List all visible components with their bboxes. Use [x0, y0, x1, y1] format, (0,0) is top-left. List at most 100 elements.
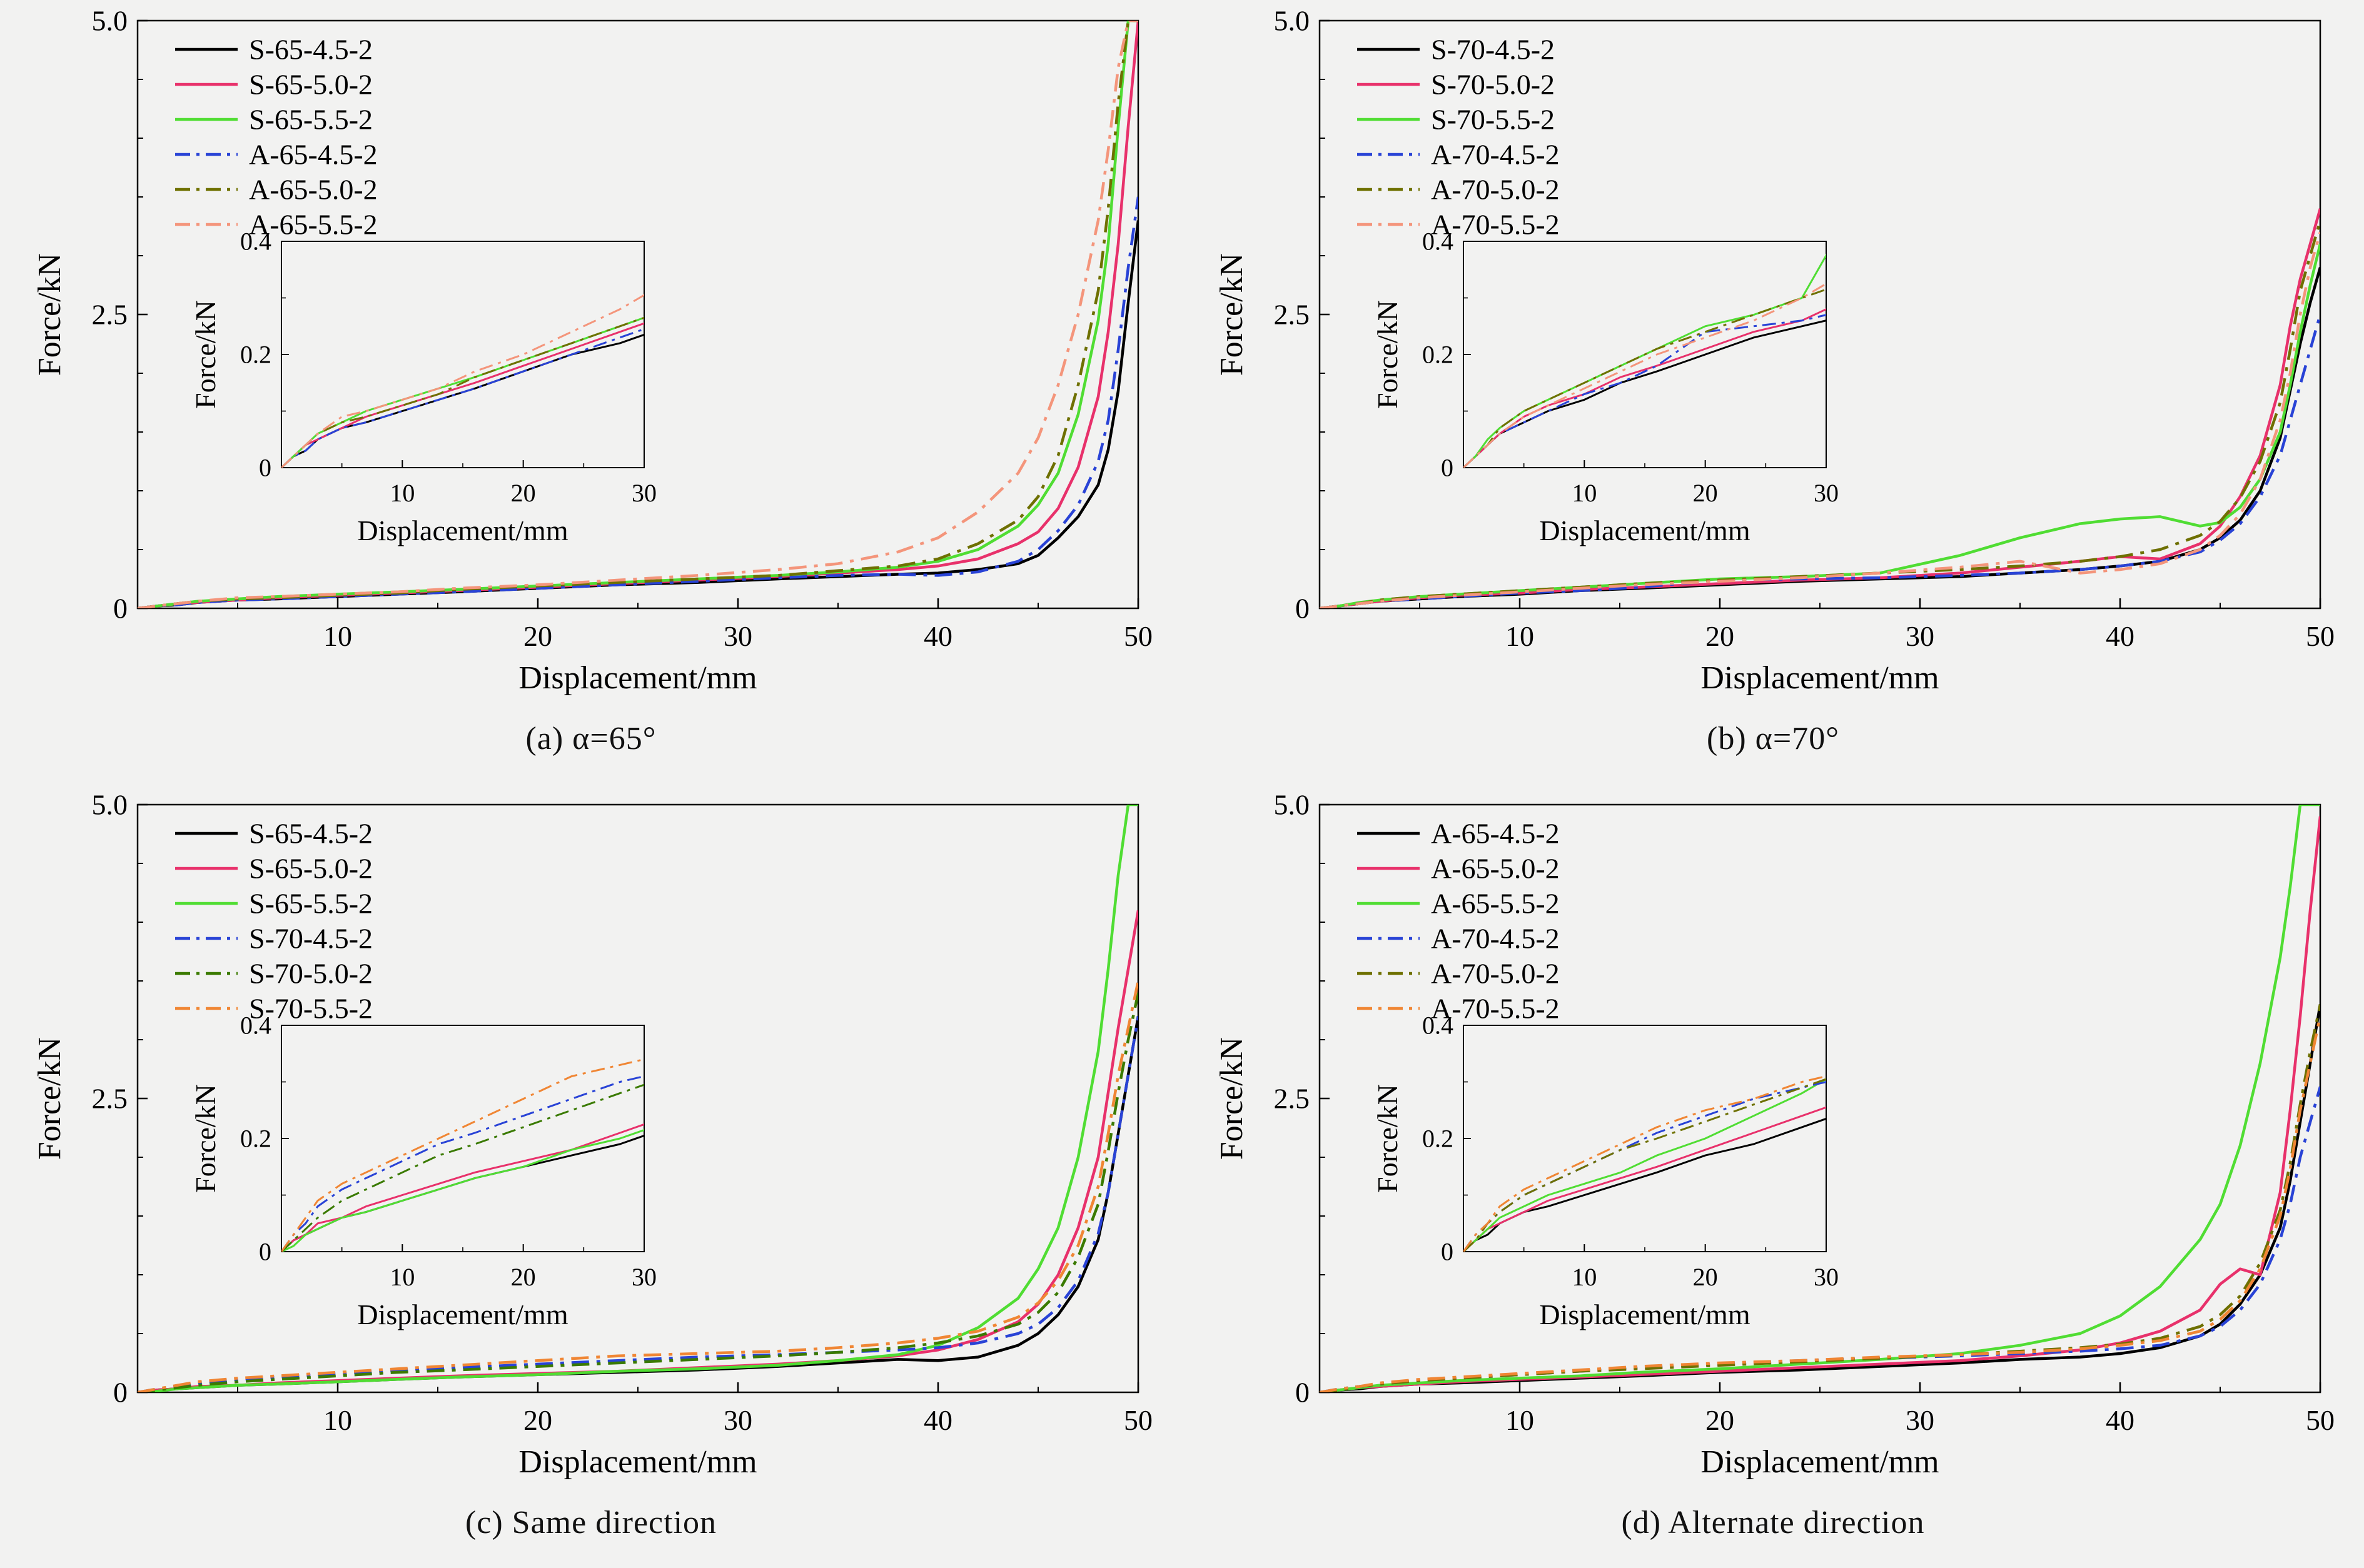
main-plot-legend: A-65-4.5-2A-65-5.0-2A-65-5.5-2A-70-4.5-2… [1357, 818, 1560, 1025]
inset-plot: 10 20 30 0 0.2 0.4 Displacement/mm Force/kN [1371, 1012, 1839, 1330]
main-plot-y-tick-label: 5.0 [92, 795, 128, 821]
inset-plot-x-tick-label: 10 [390, 479, 415, 507]
main-plot-x-tick-label: 40 [2106, 1404, 2134, 1436]
main-plot-series-S-70-5.0-2 [1320, 208, 2320, 608]
main-plot-y-tick-label: 0 [1295, 593, 1310, 625]
main-plot-x-tick-label: 30 [724, 620, 752, 652]
inset-plot-y-tick-label: 0.2 [240, 1125, 271, 1153]
main-plot-series-A-65-5.5-2 [1320, 805, 2320, 1392]
legend-entry-label: A-70-5.0-2 [1431, 174, 1560, 206]
inset-plot-y-axis-label: Force/kN [189, 1084, 221, 1193]
legend-entry-label: A-70-5.5-2 [1431, 209, 1560, 241]
chart-panel-a: 10 20 30 40 50 0 2.5 5.0 Displacement/mm Force/kN… [32, 11, 1153, 696]
main-plot-x-tick-label: 10 [1505, 620, 1534, 652]
legend-entry-label: S-70-5.5-2 [249, 993, 373, 1025]
main-plot-series-A-65-4.5-2 [138, 196, 1138, 608]
inset-plot-x-tick-label: 20 [511, 1263, 536, 1291]
main-plot-series-S-65-5.5-2 [138, 805, 1138, 1392]
inset-plot-y-tick-label: 0.4 [240, 1012, 271, 1040]
main-plot-legend: S-65-4.5-2S-65-5.0-2S-65-5.5-2A-65-4.5-2… [175, 34, 378, 241]
main-plot-series-A-70-5.5-2 [1320, 231, 2320, 608]
inset-plot-series-S-70-4.5-2 [281, 1075, 644, 1252]
main-plot-series-S-70-5.5-2 [138, 980, 1138, 1392]
legend-entry-label: A-65-5.0-2 [249, 174, 378, 206]
inset-plot-x-tick-label: 30 [632, 479, 657, 507]
main-plot-series-A-65-4.5-2 [1320, 1004, 2320, 1392]
legend-entry-label: S-70-4.5-2 [1431, 34, 1555, 66]
inset-plot-series-S-65-5.5-2 [281, 316, 644, 468]
main-plot: 10 20 30 40 50 0 2.5 5.0 Displacement/mm Force/kN [1214, 795, 2335, 1480]
main-plot-x-tick-label: 50 [1124, 1404, 1153, 1436]
main-plot-series-A-70-4.5-2 [1320, 1086, 2320, 1392]
legend-entry-label: A-65-4.5-2 [249, 139, 378, 171]
panel-a-caption: (a) α=65° [525, 721, 657, 756]
chart-panel-c: 10 20 30 40 50 0 2.5 5.0 Displacement/mm Force/kN… [32, 795, 1153, 1480]
main-plot-x-tick-label: 10 [323, 1404, 352, 1436]
legend-entry-label: S-65-5.5-2 [249, 104, 373, 136]
inset-plot-y-axis-label: Force/kN [1371, 1084, 1403, 1193]
main-plot-x-tick-label: 50 [2306, 620, 2335, 652]
inset-plot: 10 20 30 0 0.2 0.4 Displacement/mm Force/kN [189, 1012, 657, 1330]
main-plot-x-tick-label: 30 [724, 1404, 752, 1436]
inset-plot-y-tick-label: 0.2 [240, 341, 271, 369]
main-plot-x-axis-label: Displacement/mm [1700, 660, 1939, 696]
panel-a: 10 20 30 40 50 0 2.5 5.0 Displacement/mm Force/kN… [0, 0, 1182, 784]
inset-plot-x-axis-label: Displacement/mm [357, 1299, 568, 1330]
main-plot-x-tick-label: 30 [1906, 620, 1934, 652]
main-plot-x-tick-label: 50 [2306, 1404, 2335, 1436]
main-plot-x-axis-label: Displacement/mm [1700, 1444, 1939, 1480]
inset-plot-series-A-65-5.0-2 [1463, 1106, 1826, 1252]
main-plot-x-axis-label: Displacement/mm [518, 660, 757, 696]
main-plot-y-tick-label: 0 [113, 1377, 128, 1409]
legend-entry-label: S-65-4.5-2 [249, 818, 373, 850]
inset-plot: 10 20 30 0 0.2 0.4 Displacement/mm Force/kN [189, 228, 657, 546]
main-plot-y-axis-label: Force/kN [1214, 1037, 1250, 1160]
main-plot-x-tick-label: 20 [523, 620, 552, 652]
legend-entry-label: S-70-5.0-2 [249, 958, 373, 990]
inset-plot-y-tick-label: 0.2 [1422, 341, 1453, 369]
inset-plot-y-tick-label: 0 [259, 1238, 271, 1266]
chart-panel-d: 10 20 30 40 50 0 2.5 5.0 Displacement/mm Force/kN… [1214, 795, 2335, 1480]
inset-plot-x-tick-label: 30 [632, 1263, 657, 1291]
legend-entry-label: A-70-4.5-2 [1431, 923, 1560, 955]
main-plot-y-tick-label: 5.0 [92, 11, 128, 37]
chart-panel-b: 10 20 30 40 50 0 2.5 5.0 Displacement/mm Force/kN… [1214, 11, 2335, 696]
main-plot-series-S-70-5.5-2 [1320, 243, 2320, 608]
legend-entry-label: S-70-5.0-2 [1431, 69, 1555, 101]
main-plot-x-tick-label: 20 [1705, 620, 1734, 652]
inset-plot-y-tick-label: 0.4 [1422, 228, 1453, 256]
main-plot-x-tick-label: 10 [1505, 1404, 1534, 1436]
inset-plot-x-tick-label: 20 [511, 479, 536, 507]
main-plot-y-tick-label: 2.5 [92, 299, 128, 331]
main-plot-x-tick-label: 20 [1705, 1404, 1734, 1436]
inset-plot-y-tick-label: 0.4 [240, 228, 271, 256]
main-plot-series-S-70-4.5-2 [1320, 267, 2320, 608]
inset-plot-series-A-70-5.0-2 [1463, 288, 1826, 468]
panel-b: 10 20 30 40 50 0 2.5 5.0 Displacement/mm Force/kN… [1182, 0, 2364, 784]
main-plot: 10 20 30 40 50 0 2.5 5.0 Displacement/mm Force/kN [32, 795, 1153, 1480]
legend-entry-label: S-70-4.5-2 [249, 923, 373, 955]
inset-plot-y-tick-label: 0 [1441, 454, 1453, 482]
inset-plot-x-tick-label: 30 [1814, 479, 1839, 507]
inset-plot-series-S-70-5.5-2 [281, 1058, 644, 1252]
inset-plot-series-A-70-5.0-2 [1463, 1078, 1826, 1252]
main-plot-x-tick-label: 40 [2106, 620, 2134, 652]
legend-entry-label: A-70-5.0-2 [1431, 958, 1560, 990]
main-plot-y-tick-label: 2.5 [1274, 299, 1310, 331]
inset-plot: 10 20 30 0 0.2 0.4 Displacement/mm Force/kN [1371, 228, 1839, 546]
main-plot-x-axis-label: Displacement/mm [518, 1444, 757, 1480]
legend-entry-label: A-65-5.5-2 [1431, 888, 1560, 920]
inset-plot-y-axis-label: Force/kN [189, 300, 221, 409]
main-plot: 10 20 30 40 50 0 2.5 5.0 Displacement/mm Force/kN [1214, 11, 2335, 696]
main-plot-x-tick-label: 40 [924, 1404, 952, 1436]
panel-d-caption: (d) Alternate direction [1621, 1505, 1925, 1540]
legend-entry-label: A-70-5.5-2 [1431, 993, 1560, 1025]
main-plot-y-axis-label: Force/kN [1214, 253, 1250, 376]
inset-plot-series-S-70-4.5-2 [1463, 319, 1826, 468]
main-plot-y-axis-label: Force/kN [32, 253, 68, 376]
main-plot-x-tick-label: 30 [1906, 1404, 1934, 1436]
inset-plot-x-tick-label: 20 [1693, 479, 1718, 507]
legend-entry-label: S-70-5.5-2 [1431, 104, 1555, 136]
main-plot-x-tick-label: 20 [523, 1404, 552, 1436]
